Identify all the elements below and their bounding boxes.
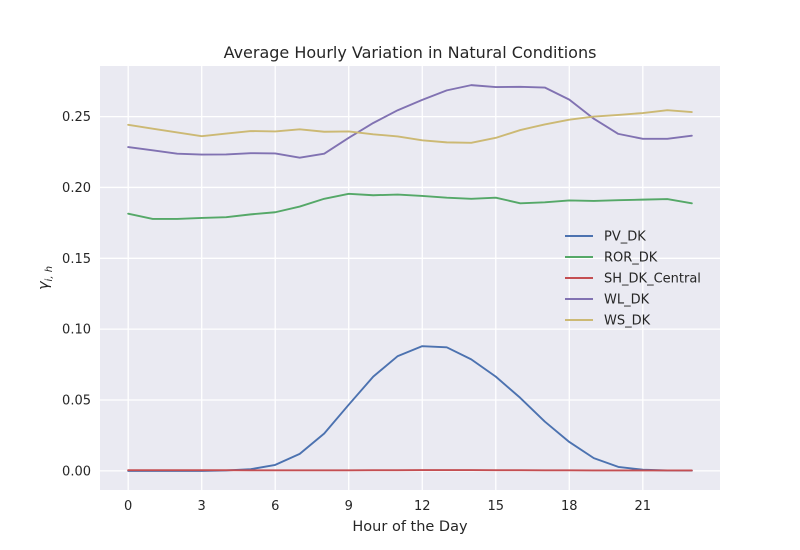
- legend-label-wl-dk: WL_DK: [604, 293, 650, 308]
- y-tick-label: 0.15: [62, 252, 91, 267]
- y-tick-label: 0.10: [62, 323, 91, 338]
- x-axis-ticks: 0 3 6 9 12 15 18 21: [124, 499, 651, 514]
- y-tick-label: 0.05: [62, 394, 91, 409]
- x-tick-label: 3: [198, 499, 206, 514]
- x-tick-label: 18: [561, 499, 578, 514]
- series-lines: [127, 84, 693, 472]
- y-axis-ticks: 0.00 0.05 0.10 0.15 0.20 0.25: [62, 110, 91, 479]
- legend-label-pv-dk: PV_DK: [604, 230, 646, 245]
- x-tick-label: 12: [414, 499, 431, 514]
- x-tick-label: 0: [124, 499, 132, 514]
- legend-label-ror-dk: ROR_DK: [604, 251, 658, 266]
- series-line-ror-dk: [127, 192, 693, 220]
- x-tick-label: 21: [635, 499, 652, 514]
- legend-label-sh-dk-central: SH_DK_Central: [604, 272, 701, 287]
- series-line-wl-dk: [127, 84, 693, 159]
- y-tick-label: 0.00: [62, 464, 91, 479]
- legend-label-ws-dk: WS_DK: [604, 314, 651, 329]
- chart-title: Average Hourly Variation in Natural Cond…: [224, 43, 597, 62]
- x-axis-label: Hour of the Day: [352, 519, 468, 535]
- legend: PV_DK ROR_DK SH_DK_Central WL_DK WS_DK: [565, 230, 701, 329]
- y-axis-label-symbol: γ: [36, 280, 52, 290]
- x-tick-label: 15: [487, 499, 504, 514]
- y-tick-label: 0.20: [62, 181, 91, 196]
- y-axis-label-subscript: i, h: [44, 266, 55, 281]
- y-axis-label: γi, h: [36, 266, 55, 290]
- x-tick-label: 9: [345, 499, 353, 514]
- x-tick-label: 6: [271, 499, 279, 514]
- y-tick-label: 0.25: [62, 110, 91, 125]
- series-line-ws-dk: [127, 109, 693, 144]
